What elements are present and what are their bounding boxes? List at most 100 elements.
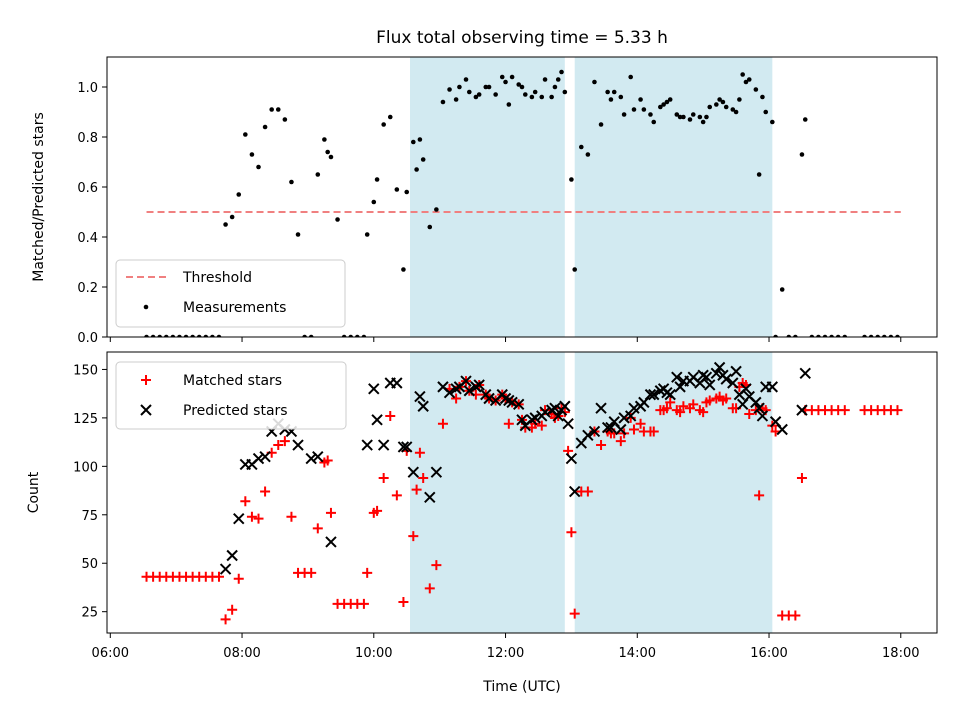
legend-label-predicted: Predicted stars xyxy=(183,403,288,419)
legend: Matched stars Predicted stars xyxy=(115,361,347,430)
measurement-point xyxy=(674,112,680,117)
measurement-point xyxy=(895,334,900,337)
matched-stars-point xyxy=(596,440,607,451)
measurement-point xyxy=(658,104,663,110)
predicted-stars-point xyxy=(226,549,238,562)
predicted-stars-point xyxy=(664,388,676,401)
measurement-point xyxy=(440,99,446,105)
predicted-stars-point xyxy=(391,377,403,389)
measurement-point xyxy=(779,287,785,292)
predicted-stars-point xyxy=(219,563,232,575)
measurement-point xyxy=(381,122,386,127)
measurement-point xyxy=(467,89,472,95)
y-axis-label: Count xyxy=(26,471,42,513)
measurement-point xyxy=(611,89,617,95)
measurement-point xyxy=(325,149,330,155)
measurement-point xyxy=(888,334,894,337)
measurement-point xyxy=(476,92,482,97)
matched-stars-point xyxy=(661,403,672,414)
predicted-stars-point xyxy=(417,400,429,412)
matched-stars-point xyxy=(648,426,659,437)
measurement-point xyxy=(243,132,248,137)
measurement-point xyxy=(559,69,564,75)
observing-window-band xyxy=(574,57,773,337)
observing-window-band xyxy=(574,352,773,633)
measurement-point xyxy=(793,334,798,337)
predicted-stars-point xyxy=(312,450,324,463)
measurement-point xyxy=(190,334,195,337)
measurement-point xyxy=(401,267,406,272)
y-tick-label: 0.0 xyxy=(77,331,98,346)
matched-stars-point xyxy=(418,472,429,483)
measurement-point xyxy=(799,152,805,157)
predicted-stars-point xyxy=(740,383,752,395)
measurement-point xyxy=(578,144,584,150)
observing-window-band xyxy=(410,57,565,337)
measurement-point xyxy=(457,84,462,90)
x-axis-label: Time (UTC) xyxy=(482,679,560,695)
matched-stars-point xyxy=(213,571,224,582)
measurement-point xyxy=(394,187,400,192)
matched-stars-point xyxy=(675,407,686,418)
measurement-point xyxy=(322,137,327,142)
measurement-point xyxy=(598,122,604,127)
predicted-stars-point xyxy=(624,410,637,422)
measurement-point xyxy=(275,107,281,112)
measurement-point xyxy=(328,154,334,160)
plot-area xyxy=(141,352,903,633)
predicted-stars-point xyxy=(562,417,574,430)
measurement-point xyxy=(315,172,321,177)
chart-title: Flux total observing time = 5.33 h xyxy=(376,28,668,48)
matched-stars-point xyxy=(391,490,402,501)
predicted-stars-point xyxy=(292,439,304,451)
predicted-stars-point xyxy=(727,377,739,389)
measurement-point xyxy=(236,192,242,197)
measurement-point xyxy=(648,112,653,117)
measurement-point xyxy=(809,334,815,337)
measurement-point xyxy=(216,334,222,337)
predicted-stars-point xyxy=(430,466,443,478)
measurement-point xyxy=(862,334,867,337)
measurement-point xyxy=(552,84,558,90)
measurement-point xyxy=(506,102,512,107)
predicted-stars-point xyxy=(753,402,765,414)
matched-stars-point xyxy=(704,395,715,406)
matched-stars-point xyxy=(286,511,297,522)
predicted-stars-point xyxy=(377,439,390,451)
measurement-point xyxy=(569,177,574,182)
measurement-point xyxy=(835,334,841,337)
measurement-point xyxy=(210,334,215,337)
axes-frame xyxy=(106,351,938,634)
x-tick-label: 18:00 xyxy=(882,646,919,661)
measurement-point xyxy=(618,94,624,100)
legend-label-measurements: Measurements xyxy=(183,300,286,316)
measurement-point xyxy=(282,117,288,122)
predicted-stars-point xyxy=(233,512,245,525)
measurement-point xyxy=(183,334,189,337)
legend-label-threshold: Threshold xyxy=(182,270,252,286)
measurement-point xyxy=(562,89,568,95)
predicted-stars-point xyxy=(704,379,716,391)
x-tick-label: 10:00 xyxy=(355,646,392,661)
predicted-stars-point xyxy=(595,402,607,414)
matched-stars-point xyxy=(790,610,801,621)
predicted-stars-point xyxy=(766,381,779,393)
measurement-point xyxy=(704,114,709,120)
measurement-point xyxy=(753,87,759,92)
predicted-stars-point xyxy=(516,414,528,426)
measurement-point xyxy=(585,152,591,157)
legend-box xyxy=(115,259,346,328)
measurement-point xyxy=(414,167,419,172)
measurement-point xyxy=(532,89,538,95)
measurement-point xyxy=(743,79,749,85)
predicted-stars-point xyxy=(460,375,472,387)
measurement-point xyxy=(717,97,722,102)
measurement-point xyxy=(371,199,377,205)
predicted-stars-point xyxy=(424,491,436,504)
measurement-point xyxy=(700,119,706,125)
predicted-stars-point xyxy=(361,439,373,451)
measurement-point xyxy=(262,124,268,130)
measurement-point xyxy=(483,84,489,90)
measurement-point xyxy=(690,112,696,117)
predicted-stars-point xyxy=(776,423,788,436)
